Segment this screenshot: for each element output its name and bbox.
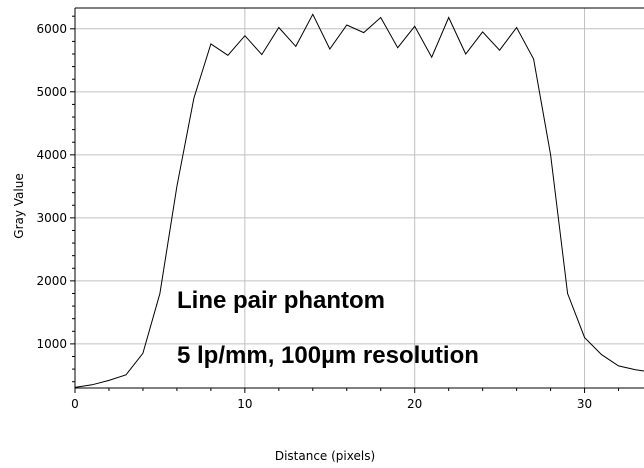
x-tick-label: 30 <box>577 397 592 411</box>
y-tick-label: 4000 <box>36 148 67 162</box>
y-tick-label: 6000 <box>36 22 67 36</box>
annotation-title: Line pair phantom <box>177 287 385 314</box>
y-axis-title: Gray Value <box>12 173 26 238</box>
grid <box>75 8 644 388</box>
y-tick-label: 3000 <box>36 211 67 225</box>
annotation-resolution: 5 lp/mm, 100µm resolution <box>177 342 479 369</box>
y-tick-label: 5000 <box>36 85 67 99</box>
x-tick-label: 20 <box>407 397 422 411</box>
series-group <box>74 13 644 388</box>
x-tick-label: 0 <box>71 397 79 411</box>
y-tick-label: 2000 <box>36 274 67 288</box>
x-axis-title: Distance (pixels) <box>275 449 375 463</box>
y-tick-label: 1000 <box>36 337 67 351</box>
tick-labels: 0 10 20 30 1000 2000 3000 4000 5000 6000 <box>36 22 592 411</box>
x-tick-label: 10 <box>237 397 252 411</box>
axes <box>70 7 644 393</box>
series-line-0 <box>74 13 644 388</box>
